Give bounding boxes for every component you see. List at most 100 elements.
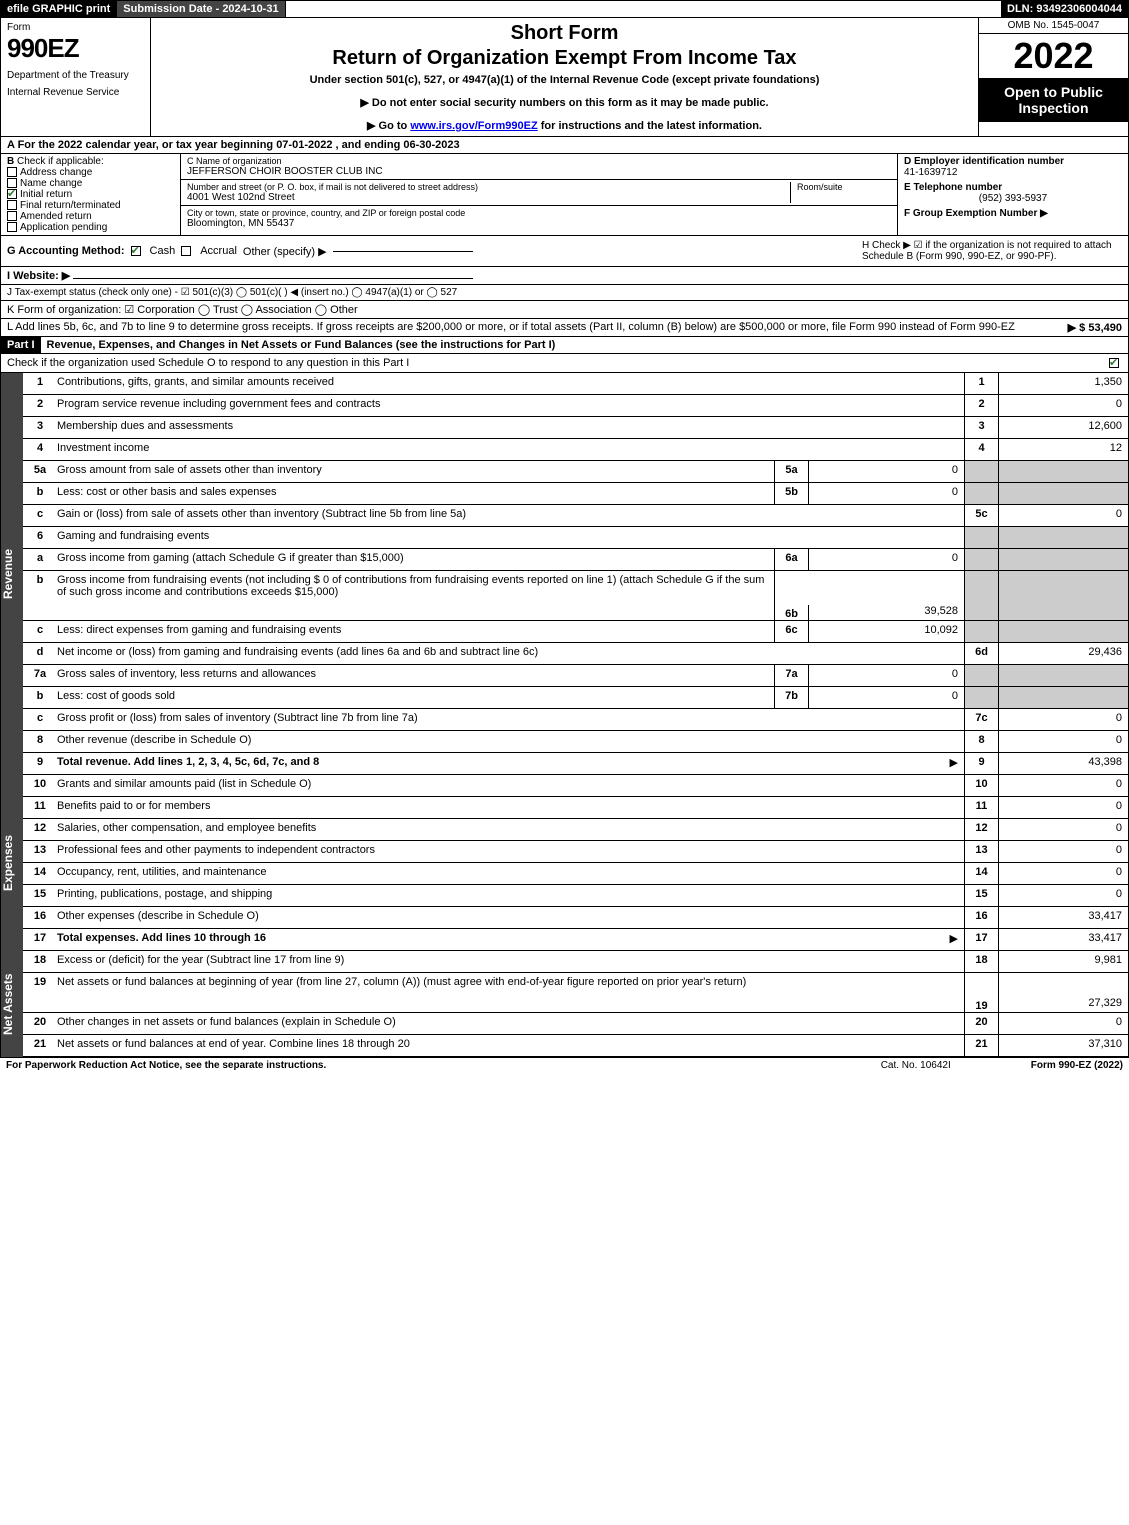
tax-year: 2022 xyxy=(979,34,1128,78)
l21-val: 37,310 xyxy=(998,1035,1128,1056)
omb-number: OMB No. 1545-0047 xyxy=(979,18,1128,34)
l14-no: 14 xyxy=(23,863,57,884)
l5b-no: b xyxy=(23,483,57,504)
l8-val: 0 xyxy=(998,731,1128,752)
l11-desc: Benefits paid to or for members xyxy=(57,797,964,818)
l19-val: 27,329 xyxy=(998,973,1128,1012)
other-input[interactable] xyxy=(333,251,473,252)
website-input[interactable] xyxy=(73,278,473,279)
l6d-no: d xyxy=(23,643,57,664)
l6a-sv: 0 xyxy=(809,549,964,570)
org-name: JEFFERSON CHOIR BOOSTER CLUB INC xyxy=(187,166,891,177)
l6b-no: b xyxy=(23,571,57,620)
l6a-rno xyxy=(964,549,998,570)
l5c-val: 0 xyxy=(998,505,1128,526)
chk-initial-return[interactable] xyxy=(7,189,17,199)
l16-no: 16 xyxy=(23,907,57,928)
row-k-org-form: K Form of organization: ☑ Corporation ◯ … xyxy=(0,301,1129,319)
l9-desc-b: Total revenue. Add lines 1, 2, 3, 4, 5c,… xyxy=(57,756,319,768)
form-title: Return of Organization Exempt From Incom… xyxy=(157,47,972,70)
l7b-desc: Less: cost of goods sold xyxy=(57,687,774,708)
l10-val: 0 xyxy=(998,775,1128,796)
l3-desc: Membership dues and assessments xyxy=(57,417,964,438)
row-i-website: I Website: ▶ xyxy=(0,267,1129,285)
lbl-accrual: Accrual xyxy=(200,245,237,257)
l13-val: 0 xyxy=(998,841,1128,862)
dln-label: DLN: 93492306004044 xyxy=(1001,1,1128,17)
l9-desc: Total revenue. Add lines 1, 2, 3, 4, 5c,… xyxy=(57,753,964,774)
l9-arrow-icon: ▶ xyxy=(950,756,958,769)
l7a-sn: 7a xyxy=(775,665,809,686)
l7c-val: 0 xyxy=(998,709,1128,730)
efile-label[interactable]: efile GRAPHIC print xyxy=(1,1,117,17)
i-label: I Website: ▶ xyxy=(7,270,70,282)
l8-rno: 8 xyxy=(964,731,998,752)
l7a-no: 7a xyxy=(23,665,57,686)
part1-check-text: Check if the organization used Schedule … xyxy=(7,357,409,369)
org-street: 4001 West 102nd Street xyxy=(187,192,784,203)
l15-no: 15 xyxy=(23,885,57,906)
c-name-caption: C Name of organization xyxy=(187,156,891,166)
l21-rno: 21 xyxy=(964,1035,998,1056)
l5b-rval xyxy=(998,483,1128,504)
chk-address-change[interactable] xyxy=(7,167,17,177)
l7b-sv: 0 xyxy=(809,687,964,708)
goto-pre: ▶ Go to xyxy=(367,120,410,132)
chk-cash[interactable] xyxy=(131,246,141,256)
l17-desc-b: Total expenses. Add lines 10 through 16 xyxy=(57,932,266,944)
expenses-section: Expenses 10Grants and similar amounts pa… xyxy=(0,775,1129,951)
chk-final-return[interactable] xyxy=(7,200,17,210)
l7a-rno xyxy=(964,665,998,686)
l7a-rval xyxy=(998,665,1128,686)
chk-application-pending[interactable] xyxy=(7,222,17,232)
l7b-rval xyxy=(998,687,1128,708)
l17-val: 33,417 xyxy=(998,929,1128,950)
goto-note: ▶ Go to www.irs.gov/Form990EZ for instru… xyxy=(157,119,972,132)
l18-rno: 18 xyxy=(964,951,998,972)
l18-desc: Excess or (deficit) for the year (Subtra… xyxy=(57,951,964,972)
l7b-rno xyxy=(964,687,998,708)
d-ein-value: 41-1639712 xyxy=(904,167,1122,178)
l7c-desc: Gross profit or (loss) from sales of inv… xyxy=(57,709,964,730)
l5b-sn: 5b xyxy=(775,483,809,504)
l21-desc: Net assets or fund balances at end of ye… xyxy=(57,1035,964,1056)
part1-title: Revenue, Expenses, and Changes in Net As… xyxy=(41,337,562,353)
revenue-section: Revenue 1Contributions, gifts, grants, a… xyxy=(0,373,1129,775)
l5a-rno xyxy=(964,461,998,482)
l7b-sn: 7b xyxy=(775,687,809,708)
chk-accrual[interactable] xyxy=(181,246,191,256)
irs-link[interactable]: www.irs.gov/Form990EZ xyxy=(410,120,537,132)
l6c-sv: 10,092 xyxy=(809,621,964,642)
l19-no: 19 xyxy=(23,973,57,1012)
l5a-sn: 5a xyxy=(775,461,809,482)
submission-date: Submission Date - 2024-10-31 xyxy=(117,1,285,17)
l2-rno: 2 xyxy=(964,395,998,416)
l8-desc: Other revenue (describe in Schedule O) xyxy=(57,731,964,752)
l2-val: 0 xyxy=(998,395,1128,416)
lbl-final-return: Final return/terminated xyxy=(20,200,121,211)
l8-no: 8 xyxy=(23,731,57,752)
l12-no: 12 xyxy=(23,819,57,840)
l15-val: 0 xyxy=(998,885,1128,906)
under-section: Under section 501(c), 527, or 4947(a)(1)… xyxy=(157,74,972,86)
col-c-org-info: C Name of organization JEFFERSON CHOIR B… xyxy=(181,154,898,235)
spacer xyxy=(286,1,1001,17)
c-room-caption: Room/suite xyxy=(797,182,891,192)
netassets-side-label: Net Assets xyxy=(1,951,23,1057)
page-footer: For Paperwork Reduction Act Notice, see … xyxy=(0,1057,1129,1073)
l18-val: 9,981 xyxy=(998,951,1128,972)
l6c-no: c xyxy=(23,621,57,642)
l2-no: 2 xyxy=(23,395,57,416)
l10-no: 10 xyxy=(23,775,57,796)
chk-amended-return[interactable] xyxy=(7,211,17,221)
l13-no: 13 xyxy=(23,841,57,862)
form-header: Form 990EZ Department of the Treasury In… xyxy=(0,18,1129,137)
l17-rno: 17 xyxy=(964,929,998,950)
col-b-checkboxes: B Check if applicable: Address change Na… xyxy=(1,154,181,235)
l1-val: 1,350 xyxy=(998,373,1128,394)
chk-schedule-o[interactable] xyxy=(1109,358,1119,368)
l14-val: 0 xyxy=(998,863,1128,884)
l20-no: 20 xyxy=(23,1013,57,1034)
l13-rno: 13 xyxy=(964,841,998,862)
l5a-rval xyxy=(998,461,1128,482)
